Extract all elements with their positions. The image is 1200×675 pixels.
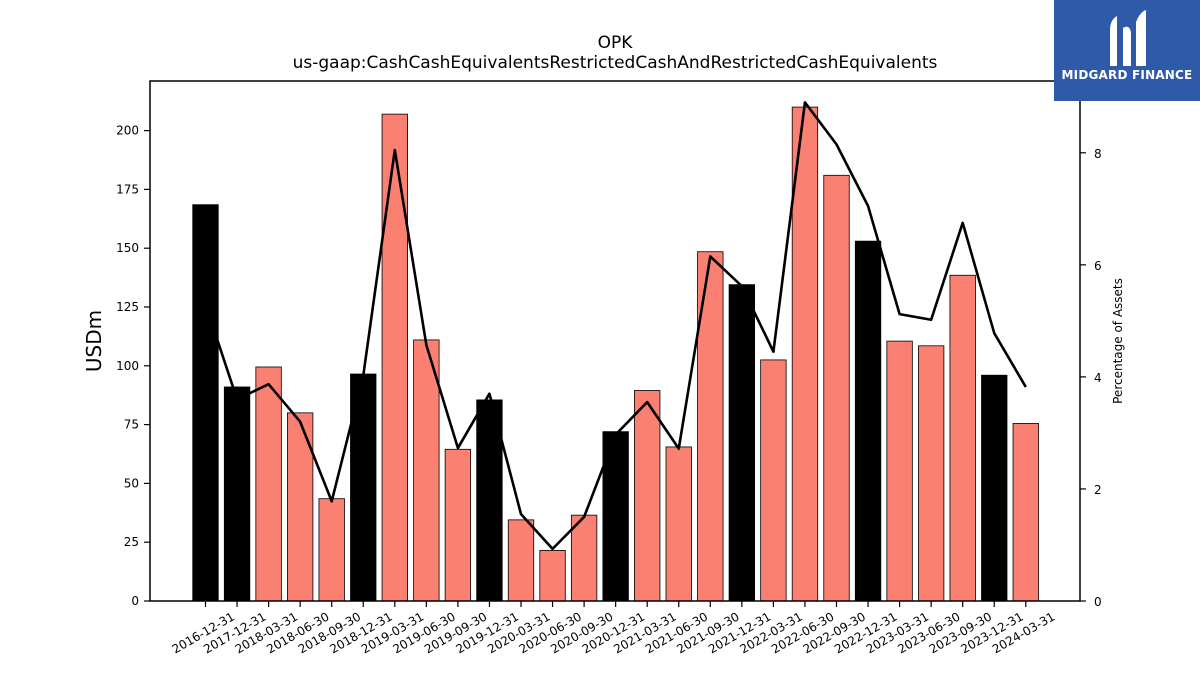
y-tick-label: 50 xyxy=(124,476,139,490)
plot-frame xyxy=(149,80,1081,602)
bar xyxy=(854,240,882,602)
y2-tick-label: 2 xyxy=(1094,483,1102,497)
mh-monogram-icon xyxy=(1110,10,1146,67)
bar xyxy=(918,345,945,602)
bar xyxy=(476,399,503,602)
series-line xyxy=(204,101,1027,551)
y-tick-label: 200 xyxy=(116,124,139,138)
y2-tick-label: 6 xyxy=(1094,259,1102,273)
bar xyxy=(381,113,408,602)
bar xyxy=(413,339,440,602)
y-tick-label: 150 xyxy=(116,241,139,255)
bar xyxy=(1012,423,1039,602)
y2-tick-label: 8 xyxy=(1094,147,1102,161)
y-tick-label: 175 xyxy=(116,182,139,196)
percentage-line-series xyxy=(204,101,1027,551)
bar xyxy=(981,374,1008,602)
chart-title: OPK xyxy=(598,33,634,53)
bar xyxy=(949,274,976,602)
bar xyxy=(507,519,535,602)
bar xyxy=(823,174,850,602)
bar xyxy=(255,366,282,602)
bar xyxy=(192,204,219,602)
y-tick-label: 25 xyxy=(124,535,139,549)
y-tick-label: 100 xyxy=(116,359,139,373)
y2-axis-label: Percentage of Assets xyxy=(1111,278,1125,404)
y-tick-label: 75 xyxy=(124,418,139,432)
y-tick-label: 0 xyxy=(131,594,139,608)
brand-logo: MIDGARD FINANCE xyxy=(1054,0,1200,101)
brand-name: MIDGARD FINANCE xyxy=(1061,68,1193,82)
bar-series xyxy=(192,106,1039,602)
chart-subtitle: us-gaap:CashCashEquivalentsRestrictedCas… xyxy=(293,53,938,73)
y2-tick-label: 4 xyxy=(1094,371,1102,385)
bar xyxy=(318,498,345,602)
y-tick-label: 125 xyxy=(116,300,139,314)
bar xyxy=(760,359,787,602)
bar xyxy=(223,386,251,602)
y-axis-left: 0 25 50 75 100 125 150 175 200 xyxy=(116,124,150,608)
bar xyxy=(886,340,913,602)
bar xyxy=(728,284,755,602)
bar xyxy=(791,106,819,602)
y-axis-right: 0 2 4 6 8 xyxy=(1080,147,1102,609)
y-axis-label: USDm xyxy=(82,310,106,372)
x-axis: 2016-12-312017-12-312018-03-312018-06-30… xyxy=(170,601,1057,656)
bar xyxy=(570,514,598,602)
bar xyxy=(634,390,661,602)
bar xyxy=(665,446,692,602)
bar xyxy=(444,448,472,602)
y2-tick-label: 0 xyxy=(1094,595,1102,609)
bar xyxy=(539,550,566,602)
